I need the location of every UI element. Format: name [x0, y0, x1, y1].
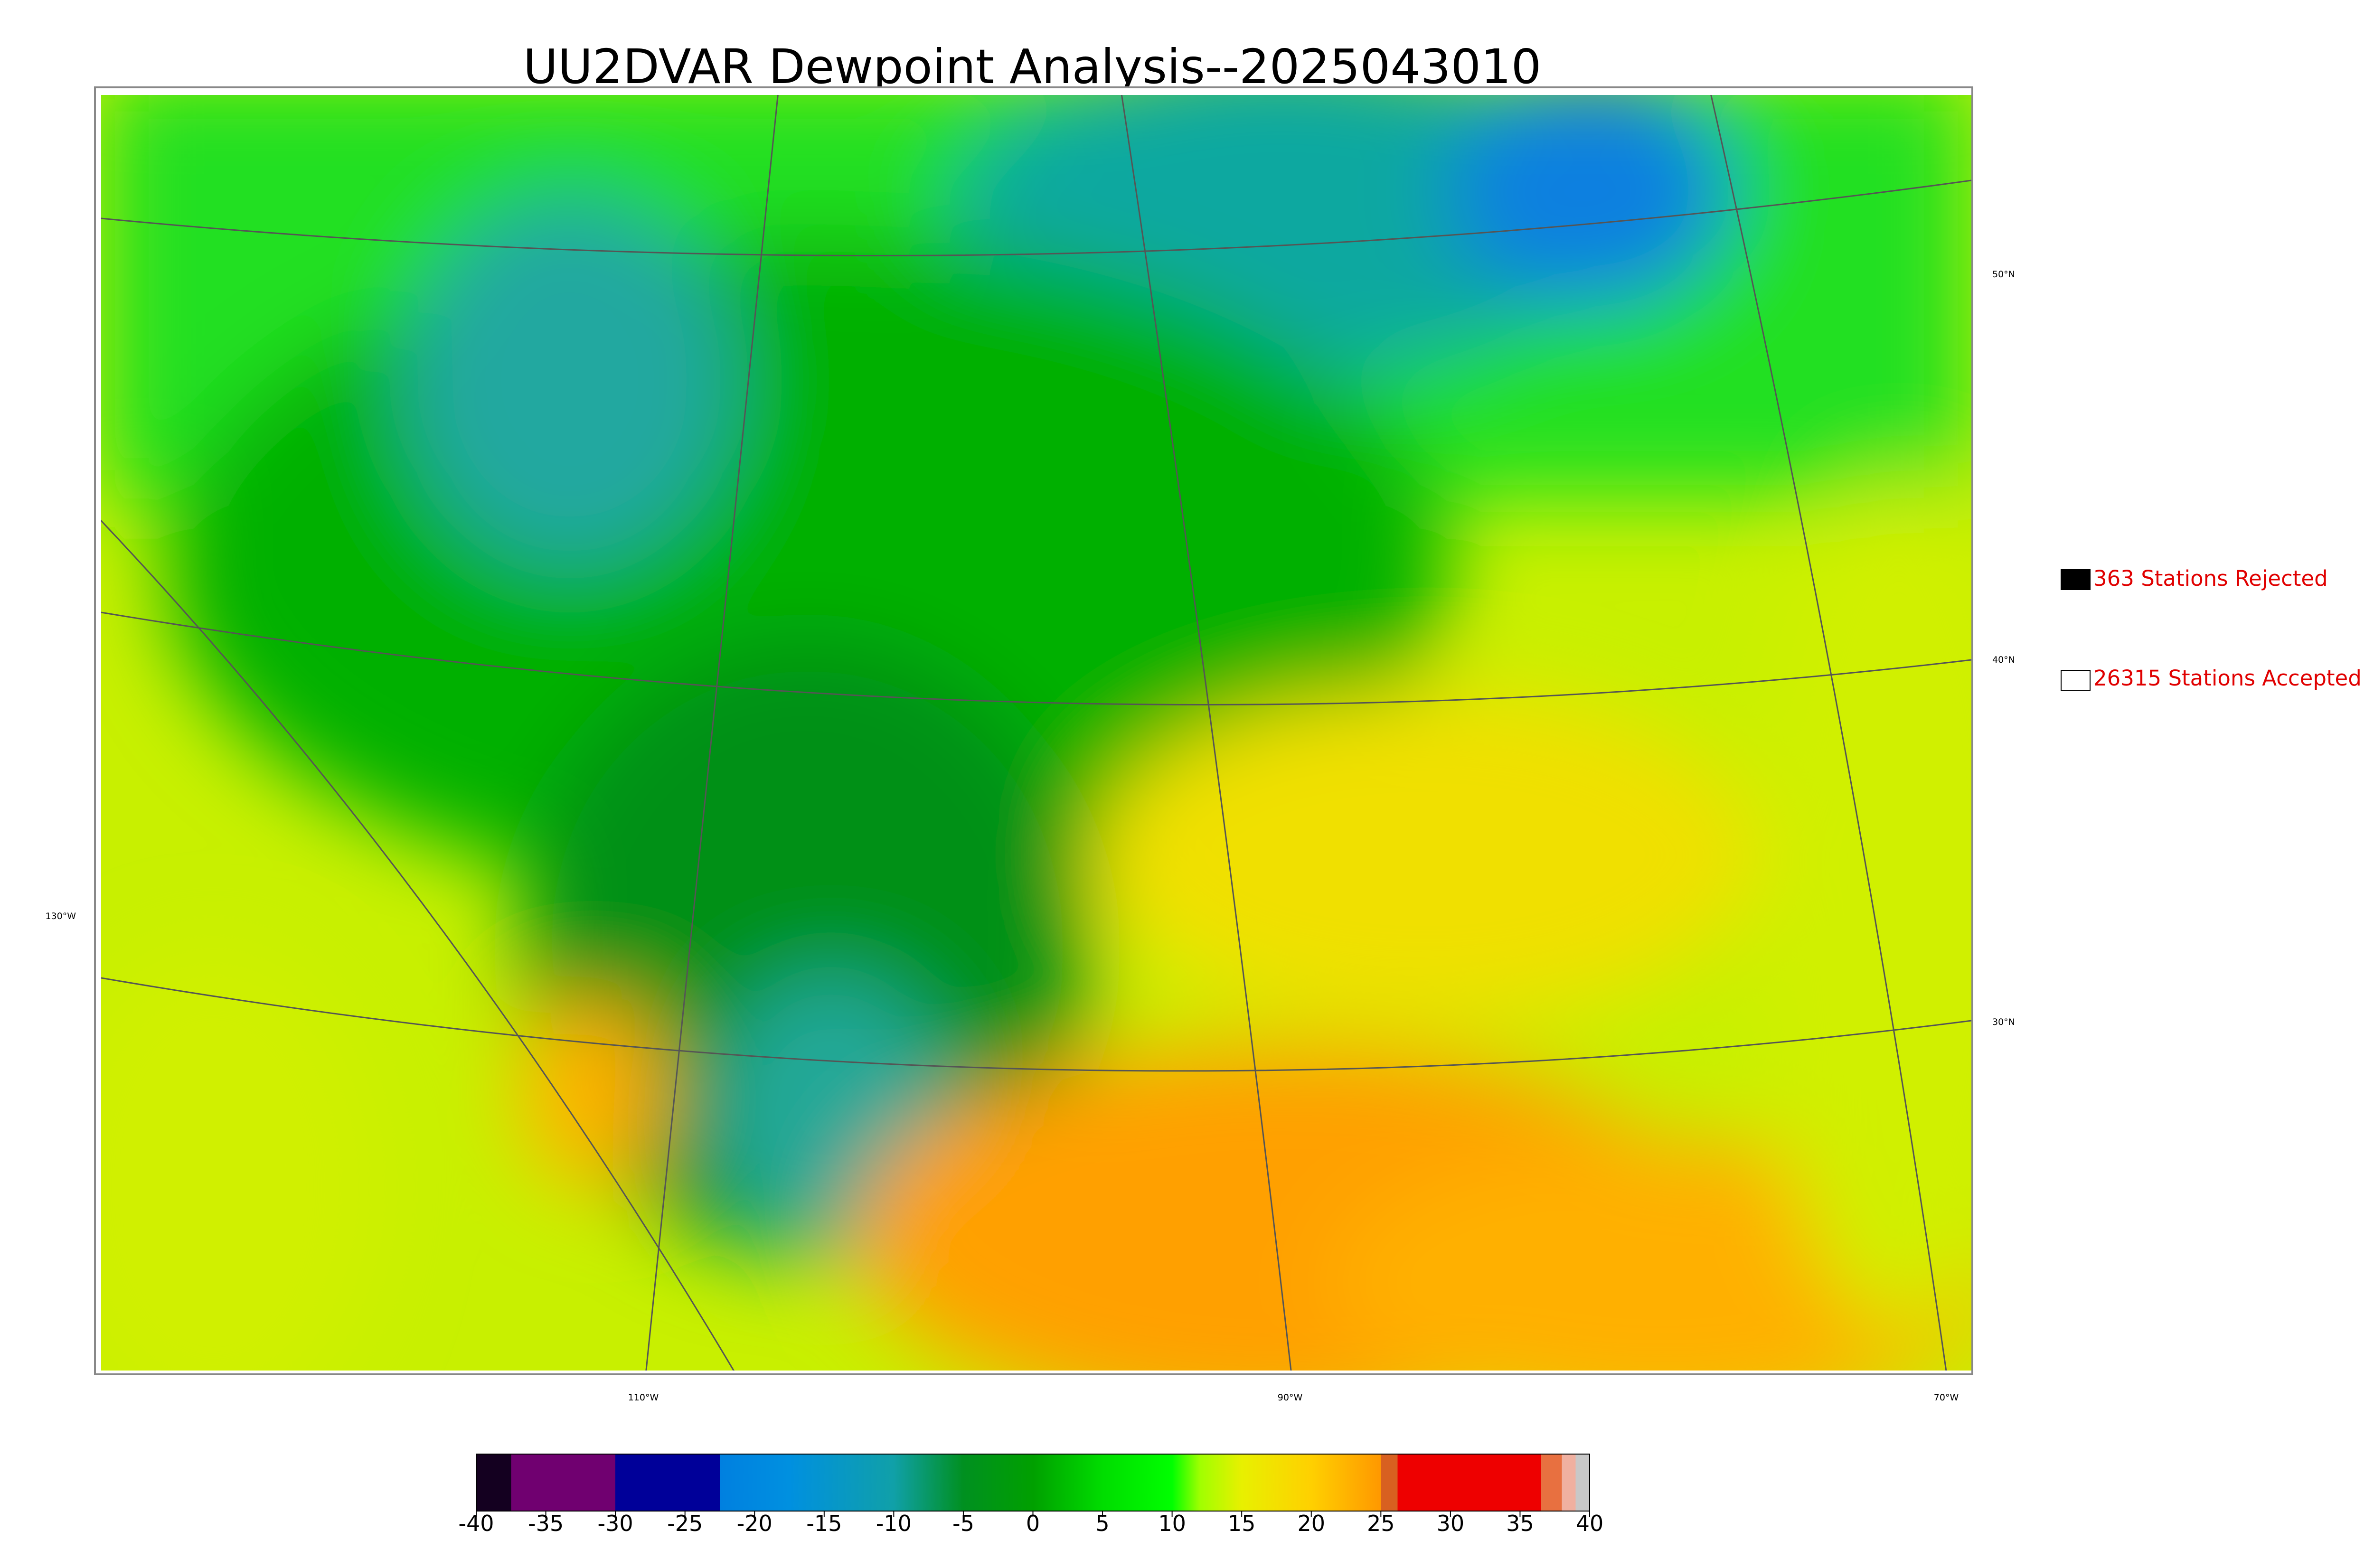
lat-label: 40°N [1992, 655, 2015, 665]
lon-label: 70°W [1934, 1392, 1959, 1403]
colorbar-tick-label: -25 [667, 1511, 703, 1536]
colorbar-tick-label: 25 [1367, 1511, 1395, 1536]
legend-swatch-rejected [2061, 569, 2091, 590]
colorbar-tick-label: -30 [598, 1511, 633, 1536]
colorbar-tick-label: 40 [1576, 1511, 1604, 1536]
title: UU2DVAR Dewpoint Analysis--2025043010 [523, 39, 1541, 94]
legend-label: 26315 Stations Accepted [2093, 666, 2362, 691]
colorbar: -40 -35 -30 -25 -20 -15 -10 -5 0 5 10 15 20 25 30 35 40 [458, 1454, 1603, 1536]
colorbar-tick-label: -5 [952, 1511, 974, 1536]
colorbar-tick-label: 15 [1228, 1511, 1256, 1536]
lat-label: 30°N [1992, 1017, 2015, 1027]
colorbar-ramp [476, 1454, 1590, 1512]
lon-label: 110°W [628, 1392, 659, 1403]
colorbar-tick-label: 30 [1437, 1511, 1465, 1536]
colorbar-tick-label: 20 [1297, 1511, 1325, 1536]
lat-label: 50°N [1992, 269, 2015, 280]
lon-label: 90°W [1278, 1392, 1303, 1403]
legend-swatch-accepted [2061, 670, 2091, 691]
colorbar-tick-label: -40 [458, 1511, 494, 1536]
colorbar-tick-label: 0 [1026, 1511, 1040, 1536]
map [101, 95, 1971, 1371]
colorbar-tick-label: -35 [528, 1511, 564, 1536]
colorbar-tick-label: -10 [876, 1511, 912, 1536]
lon-label: 130°W [45, 911, 76, 921]
colorbar-tick-label: 10 [1158, 1511, 1186, 1536]
colorbar-tick-label: 35 [1506, 1511, 1534, 1536]
colorbar-tick-label: -20 [737, 1511, 772, 1536]
legend-label: 363 Stations Rejected [2093, 566, 2328, 591]
colorbar-tick-label: 5 [1095, 1511, 1109, 1536]
colorbar-tick-label: -15 [806, 1511, 842, 1536]
